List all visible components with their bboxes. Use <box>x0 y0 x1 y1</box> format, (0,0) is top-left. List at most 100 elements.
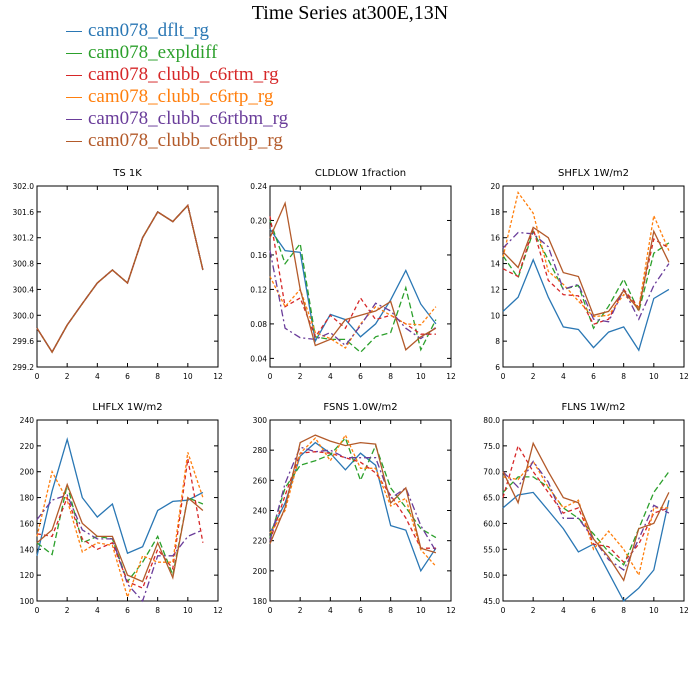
y-tick-label: 16 <box>490 234 500 243</box>
series-line <box>36 204 204 354</box>
series-line <box>269 436 437 539</box>
series-line <box>269 216 436 339</box>
legend-line-swatch <box>66 118 82 120</box>
y-tick-label: 14 <box>490 260 500 269</box>
x-tick-label: 8 <box>621 372 626 381</box>
y-tick-label: 75.0 <box>483 442 500 451</box>
x-tick-label: 12 <box>679 606 689 615</box>
x-tick-label: 10 <box>416 606 426 615</box>
y-tick-label: 70.0 <box>483 468 500 477</box>
x-tick-label: 0 <box>501 606 506 615</box>
y-tick-label: 0.16 <box>250 251 267 260</box>
y-tick-label: 100 <box>20 597 35 606</box>
x-tick-label: 2 <box>531 372 536 381</box>
y-tick-label: 12 <box>490 285 500 294</box>
y-tick-label: 0.08 <box>250 320 267 329</box>
x-tick-label: 0 <box>35 372 40 381</box>
legend-item: cam078_clubb_c6rtbm_rg <box>66 108 288 130</box>
y-tick-label: 200 <box>253 567 268 576</box>
series-line <box>502 460 670 571</box>
x-tick-label: 2 <box>298 372 303 381</box>
x-tick-label: 0 <box>35 606 40 615</box>
panel-title: LHFLX 1W/m2 <box>92 402 162 413</box>
x-tick-label: 4 <box>95 606 100 615</box>
legend-item: cam078_clubb_c6rtbp_rg <box>66 130 288 152</box>
x-tick-label: 8 <box>155 606 160 615</box>
x-tick-label: 10 <box>416 372 426 381</box>
y-tick-label: 180 <box>253 597 268 606</box>
legend-label: cam078_clubb_c6rtbp_rg <box>88 130 283 151</box>
x-tick-label: 2 <box>65 372 70 381</box>
y-tick-label: 300 <box>253 416 268 425</box>
x-tick-label: 4 <box>328 606 333 615</box>
x-tick-label: 4 <box>95 372 100 381</box>
series-line <box>36 204 204 354</box>
legend-line-swatch <box>66 96 82 98</box>
x-tick-label: 2 <box>531 606 536 615</box>
y-tick-label: 0.20 <box>250 216 267 225</box>
legend-item: cam078_expldiff <box>66 42 288 64</box>
y-tick-label: 50.0 <box>483 571 500 580</box>
legend-label: cam078_clubb_c6rtm_rg <box>88 64 279 85</box>
legend-line-swatch <box>66 52 82 54</box>
y-tick-label: 220 <box>20 442 35 451</box>
panel-title: CLDLOW 1fraction <box>315 168 406 179</box>
y-tick-label: 120 <box>20 571 35 580</box>
series-line <box>502 444 670 564</box>
panel-title: FSNS 1.0W/m2 <box>323 402 397 413</box>
series-line <box>269 220 437 354</box>
x-tick-label: 10 <box>649 606 659 615</box>
series-line <box>269 250 437 347</box>
series-line <box>36 482 204 583</box>
series-line <box>36 458 204 589</box>
series-line <box>269 433 437 567</box>
x-tick-label: 0 <box>268 372 273 381</box>
plot-frame <box>36 185 219 368</box>
y-tick-label: 140 <box>20 545 35 554</box>
x-tick-label: 2 <box>298 606 303 615</box>
x-tick-label: 6 <box>125 606 130 615</box>
y-tick-label: 20 <box>490 182 500 191</box>
y-tick-label: 280 <box>253 446 268 455</box>
y-tick-label: 160 <box>20 519 35 528</box>
legend-line-swatch <box>66 74 82 76</box>
page-title: Time Series at300E,13N <box>251 2 449 24</box>
series-line <box>269 451 436 549</box>
plot-frame <box>269 185 452 368</box>
series-line <box>269 200 437 351</box>
legend-line-swatch <box>66 140 82 142</box>
plot-frame <box>502 419 685 602</box>
series-line <box>502 257 670 352</box>
y-tick-label: 55.0 <box>483 545 500 554</box>
x-tick-label: 6 <box>591 606 596 615</box>
series-line <box>502 491 670 603</box>
series-line <box>502 229 670 330</box>
legend-item: cam078_clubb_c6rtp_rg <box>66 86 288 108</box>
series-line <box>269 228 437 344</box>
series-line <box>36 452 204 600</box>
plot-frame <box>269 419 452 602</box>
x-tick-label: 12 <box>213 372 223 381</box>
panel-title: FLNS 1W/m2 <box>561 402 625 413</box>
y-tick-label: 6 <box>495 363 500 372</box>
y-tick-label: 302.0 <box>13 182 35 191</box>
x-tick-label: 4 <box>561 606 566 615</box>
x-tick-label: 0 <box>268 606 273 615</box>
x-tick-label: 8 <box>388 606 393 615</box>
y-tick-label: 300.8 <box>13 260 35 269</box>
x-tick-label: 12 <box>446 606 456 615</box>
series-line <box>502 190 670 318</box>
x-tick-label: 8 <box>388 372 393 381</box>
x-tick-label: 6 <box>358 606 363 615</box>
legend-label: cam078_clubb_c6rtp_rg <box>88 86 274 107</box>
y-tick-label: 301.2 <box>13 234 35 243</box>
y-tick-label: 300.4 <box>13 285 35 294</box>
x-tick-label: 2 <box>65 606 70 615</box>
x-tick-label: 12 <box>213 606 223 615</box>
y-tick-label: 80.0 <box>483 416 500 425</box>
series-line <box>36 204 204 354</box>
legend: cam078_dflt_rg cam078_expldiff cam078_cl… <box>66 20 288 152</box>
series-line <box>36 436 204 556</box>
series-line <box>502 460 669 577</box>
y-tick-label: 8 <box>495 337 500 346</box>
